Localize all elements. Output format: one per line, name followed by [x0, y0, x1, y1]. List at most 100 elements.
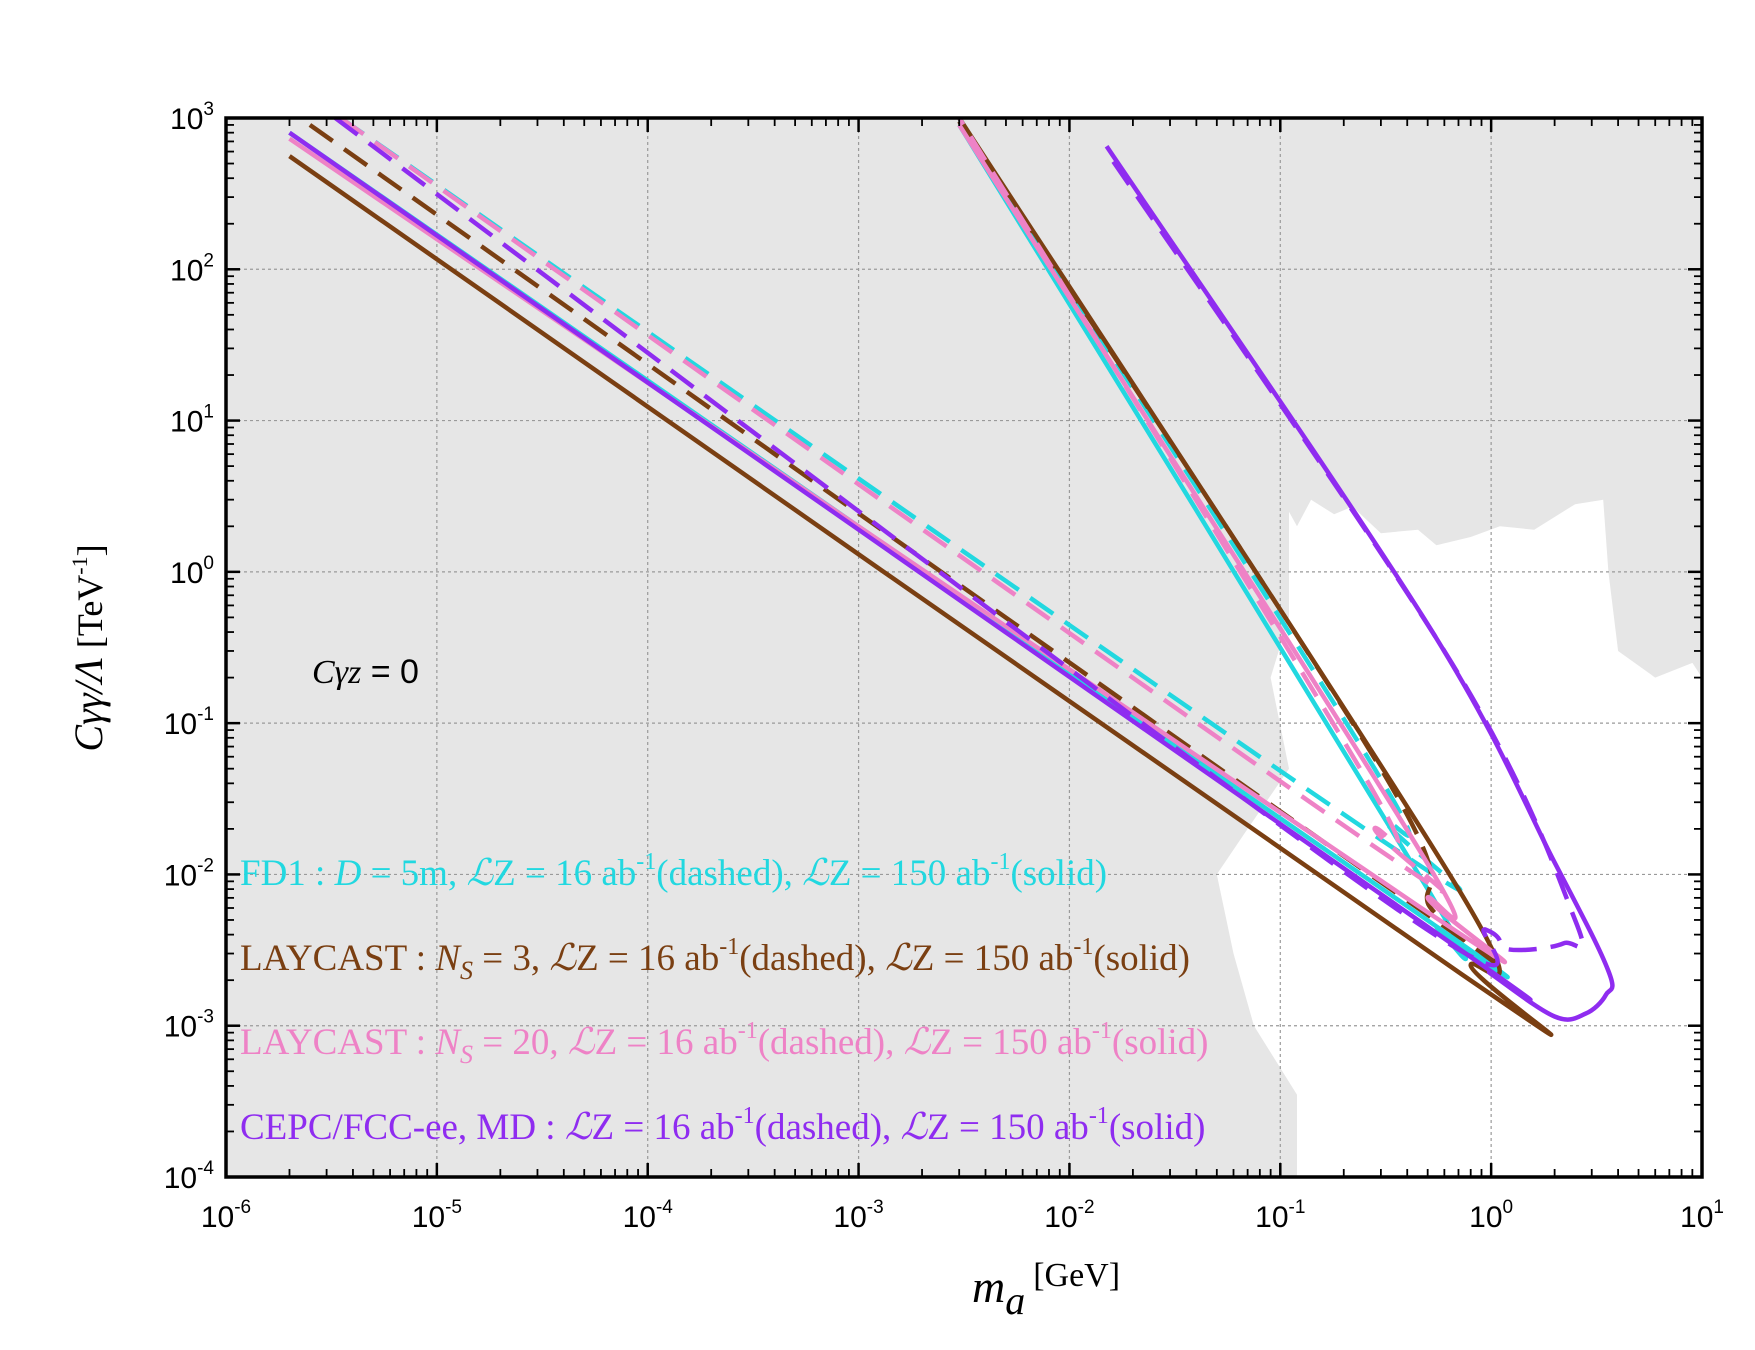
x-tick-label: 10-4 — [623, 1197, 674, 1234]
y-tick-exp: -2 — [197, 855, 214, 876]
legend-text-part: Z = 16 ab — [595, 1022, 738, 1063]
legend-text-part: Z = 150 ab — [930, 1022, 1092, 1063]
x-axis-unit: [GeV] — [1033, 1257, 1120, 1294]
legend-text-part: ℒ — [565, 1107, 593, 1148]
x-tick-exp: -3 — [867, 1197, 884, 1218]
y-tick-base: 10 — [164, 1011, 197, 1044]
annotation-italic: Cγz — [312, 654, 361, 691]
series-laycast-ns-3-150-ab-1 — [288, 118, 1554, 1037]
series-laycast-ns-20-150-ab-1 — [288, 123, 1507, 965]
y-tick-base: 10 — [170, 103, 203, 136]
x-tick-label: 10-3 — [833, 1197, 883, 1234]
x-tick-exp: -2 — [1078, 1197, 1095, 1218]
legend-text-part: = 20, — [473, 1022, 568, 1063]
y-tick-label: 100 — [170, 553, 214, 590]
series-cepc-fcc-ee-md-150-ab-1 — [288, 130, 1615, 1022]
legend-text-part: Z = 16 ab — [493, 853, 636, 894]
plot-frame — [224, 116, 1704, 1179]
y-tick-label: 102 — [170, 250, 214, 287]
annotation-cgz: Cγz = 0 — [312, 653, 419, 691]
tick-layer: 10-6 10-5 10-4 10-3 10-2 10-1 100 10110-410-310… — [164, 99, 1724, 1234]
legend-text-part: ℒ — [568, 1022, 596, 1063]
legend-text-part: Z = 150 ab — [927, 1107, 1089, 1148]
y-tick-exp: -3 — [197, 1007, 214, 1028]
legend-text-part: -1 — [738, 1018, 758, 1044]
allowed-region — [1216, 499, 1702, 1177]
legend-text-part: (solid) — [1112, 1022, 1209, 1063]
y-tick-base: 10 — [164, 859, 197, 892]
x-axis-sub: a — [1005, 1278, 1025, 1323]
legend-text-part: -1 — [1092, 1018, 1112, 1044]
series-layer — [288, 118, 1615, 1037]
legend-text-part: (solid) — [1010, 853, 1107, 894]
y-axis-main: Cγγ/Λ — [66, 658, 111, 751]
allowed-window-layer — [1216, 499, 1702, 1177]
series-laycast-ns-20-16-ab-1 — [339, 118, 1446, 895]
legend-text-part: -1 — [990, 849, 1010, 875]
x-tick-base: 10 — [412, 1201, 445, 1234]
legend-text-part: -1 — [735, 1103, 755, 1129]
legend-text-part: S — [460, 956, 473, 985]
legend-text-part: (solid) — [1093, 938, 1190, 979]
legend-text-part: (dashed), — [758, 1022, 904, 1063]
x-tick-exp: -5 — [445, 1197, 462, 1218]
x-tick-exp: 0 — [1503, 1197, 1514, 1218]
legend-text-part: N — [434, 1022, 462, 1063]
y-tick-exp: -4 — [197, 1158, 214, 1179]
legend-text-part: Z = 16 ab — [591, 1107, 734, 1148]
grid-layer — [226, 118, 1702, 1177]
legend-text-part: -1 — [719, 934, 739, 960]
y-tick-exp: 3 — [203, 99, 214, 120]
legend-text-part: LAYCAST : — [240, 938, 435, 979]
y-tick-base: 10 — [170, 254, 203, 287]
x-tick-base: 10 — [1255, 1201, 1288, 1234]
legend-entry-2: LAYCAST : NS = 3, ℒZ = 16 ab-1(dashed), … — [240, 934, 1190, 985]
legend-text-part: (dashed), — [656, 853, 802, 894]
x-axis-main: m — [972, 1261, 1005, 1312]
legend-text-part: ℒ — [885, 938, 913, 979]
y-tick-base: 10 — [170, 406, 203, 439]
y-tick-label: 101 — [170, 402, 214, 439]
y-tick-label: 10-2 — [164, 855, 214, 892]
legend-text-part: ℒ — [802, 853, 830, 894]
y-tick-label: 10-4 — [164, 1158, 215, 1195]
x-tick-base: 10 — [1680, 1201, 1713, 1234]
x-tick-exp: -1 — [1289, 1197, 1306, 1218]
legend-text-part: ℒ — [466, 853, 494, 894]
x-tick-label: 10-2 — [1044, 1197, 1094, 1234]
x-tick-label: 10-6 — [201, 1197, 251, 1234]
legend-text-part: (dashed), — [755, 1107, 901, 1148]
x-tick-base: 10 — [201, 1201, 234, 1234]
legend-text-part: CEPC/FCC-ee, MD : — [240, 1107, 565, 1148]
y-axis-unit-pre: [TeV — [70, 575, 110, 648]
annotation-rest: = 0 — [361, 653, 419, 691]
x-tick-exp: -4 — [656, 1197, 673, 1218]
legend-text-part: Z = 150 ab — [912, 938, 1074, 979]
y-tick-exp: -1 — [197, 704, 214, 725]
legend-text-part: FD1 : — [240, 853, 335, 894]
legend-text-part: -1 — [1073, 934, 1093, 960]
x-tick-base: 10 — [1469, 1201, 1502, 1234]
legend-text-part: ℒ — [549, 938, 577, 979]
series-fd1-16-ab-1 — [339, 118, 1463, 893]
y-tick-exp: 0 — [203, 553, 214, 574]
legend-text-part: D — [334, 853, 362, 894]
y-axis-unit-sup: -1 — [67, 556, 92, 574]
y-axis-unit-post: ] — [70, 544, 110, 556]
x-axis-title: ma[GeV] — [972, 1257, 1120, 1323]
legend-text-part: -1 — [636, 849, 656, 875]
legend-text-part: -1 — [1089, 1103, 1109, 1129]
legend-text-part: = 5m, — [361, 853, 466, 894]
legend: FD1 : D = 5m, ℒZ = 16 ab-1(dashed), ℒZ =… — [240, 849, 1209, 1148]
legend-text-part: ℒ — [904, 1022, 932, 1063]
legend-text-part: (solid) — [1109, 1107, 1206, 1148]
x-tick-base: 10 — [833, 1201, 866, 1234]
legend-text-part: Z = 150 ab — [829, 853, 991, 894]
legend-text-part: Z = 16 ab — [576, 938, 719, 979]
x-tick-label: 100 — [1469, 1197, 1513, 1234]
legend-text-part: S — [460, 1040, 473, 1069]
axes-frame — [224, 116, 1704, 1179]
x-tick-base: 10 — [1044, 1201, 1077, 1234]
y-tick-label: 10-1 — [164, 704, 214, 741]
